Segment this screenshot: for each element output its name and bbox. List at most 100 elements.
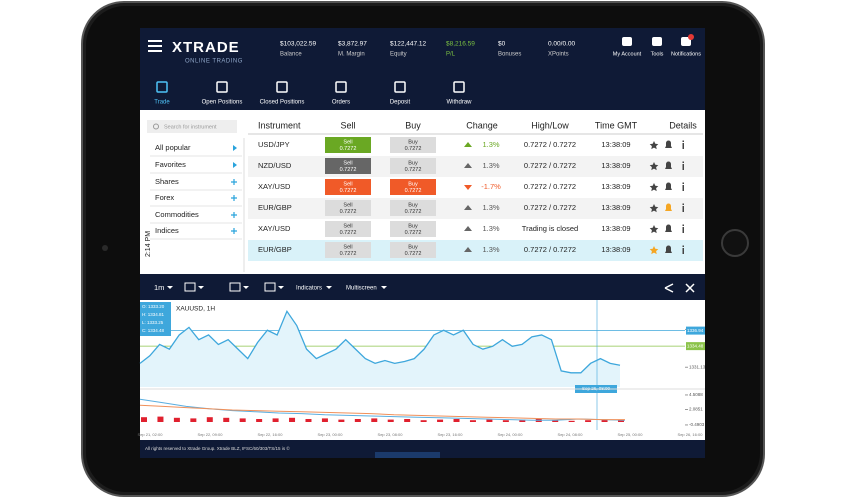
notification-badge — [688, 34, 694, 40]
sell-button[interactable] — [325, 242, 371, 258]
row-bg — [248, 198, 703, 219]
favorite-star[interactable] — [649, 141, 659, 150]
indicator-bar — [256, 419, 263, 422]
fullscreen-icon[interactable] — [685, 283, 695, 293]
column-header: Change — [466, 120, 498, 130]
alert-bell[interactable] — [665, 245, 672, 253]
plus-icon[interactable] — [231, 228, 237, 234]
indicator-tick-label: 2.0851 — [689, 407, 703, 412]
high-low: 0.7272 / 0.7272 — [524, 161, 576, 170]
sell-button[interactable] — [325, 221, 371, 237]
instrument: USD/JPY — [258, 140, 290, 149]
stat-label: Equity — [390, 52, 407, 58]
info-icon[interactable] — [682, 206, 685, 212]
action-label: Notifications — [671, 51, 701, 57]
indicator-bar — [486, 419, 493, 422]
sell-button[interactable] — [325, 179, 371, 195]
plus-icon[interactable] — [231, 179, 237, 185]
indicator-bar — [618, 420, 624, 422]
time: 13:38:09 — [601, 140, 630, 149]
action-icon[interactable] — [652, 37, 662, 46]
indicator-bar — [420, 420, 427, 422]
info-dot — [682, 182, 684, 184]
tool-icon[interactable] — [229, 282, 241, 292]
nav-icon[interactable] — [394, 81, 406, 93]
x-tick-label: Sep 22, 09:00 — [198, 432, 224, 437]
search-box[interactable] — [147, 120, 237, 133]
plus-icon[interactable] — [231, 212, 237, 218]
nav-icon[interactable] — [453, 81, 465, 93]
indicator-bar — [354, 419, 361, 422]
dropdown[interactable] — [381, 286, 387, 289]
indicator-bar — [321, 418, 328, 422]
x-tick-label: Sep 26, 16:00 — [678, 432, 704, 437]
tool-icon[interactable] — [184, 282, 196, 292]
sell-button[interactable] — [325, 158, 371, 174]
buy-button[interactable] — [390, 158, 436, 174]
sell-text: Sell — [343, 181, 352, 187]
indicator-bar — [141, 417, 147, 422]
favorite-star[interactable] — [649, 246, 659, 255]
change: 1.3% — [482, 245, 499, 254]
nav-icon[interactable] — [216, 81, 228, 93]
indicator-bar — [223, 417, 230, 422]
sell-price: 0.7272 — [340, 188, 357, 194]
price-tag-label: 1334.48 — [687, 343, 704, 348]
hamburger[interactable] — [148, 40, 162, 52]
info-dot — [682, 140, 684, 142]
info-icon[interactable] — [682, 143, 685, 149]
alert-bell[interactable] — [665, 203, 672, 212]
category-item: All popular — [155, 143, 191, 152]
change: 1.3% — [482, 203, 499, 212]
stat-label: Balance — [280, 52, 302, 58]
plus-icon[interactable] — [231, 195, 237, 201]
sell-price: 0.7272 — [340, 230, 357, 236]
instrument: EUR/GBP — [258, 203, 292, 212]
nav-icon[interactable] — [335, 81, 347, 93]
home-button[interactable] — [721, 229, 749, 257]
sell-button[interactable] — [325, 200, 371, 216]
indicator-bar — [552, 420, 559, 422]
sell-text: Sell — [343, 202, 352, 208]
buy-button[interactable] — [390, 221, 436, 237]
stat-value: $0 — [498, 41, 506, 48]
dropdown — [278, 286, 284, 289]
alert-bell[interactable] — [665, 140, 672, 149]
dropdown[interactable] — [167, 286, 173, 289]
nav-icon[interactable] — [156, 81, 168, 93]
info-icon[interactable] — [682, 248, 685, 254]
nav-icon[interactable] — [276, 81, 288, 93]
buy-button[interactable] — [390, 137, 436, 153]
expand-arrow[interactable] — [233, 162, 237, 168]
info-icon[interactable] — [682, 164, 685, 170]
buy-button[interactable] — [390, 179, 436, 195]
info-icon[interactable] — [682, 185, 685, 191]
buy-button[interactable] — [390, 242, 436, 258]
action-icon[interactable] — [622, 37, 632, 46]
alert-bell[interactable] — [665, 224, 672, 233]
sell-button[interactable] — [325, 137, 371, 153]
info-icon[interactable] — [682, 227, 685, 233]
buy-text: Buy — [408, 223, 418, 229]
dropdown[interactable] — [326, 286, 332, 289]
indicator-bar — [502, 420, 509, 422]
expand-arrow[interactable] — [233, 145, 237, 151]
share-icon[interactable] — [664, 283, 674, 293]
favorite-star[interactable] — [649, 204, 659, 213]
price-line-series — [139, 309, 621, 374]
action-icon[interactable] — [681, 37, 691, 46]
indicator-bar — [601, 419, 608, 422]
sell-price: 0.7272 — [340, 146, 357, 152]
indicator-bar — [157, 416, 164, 422]
favorite-star[interactable] — [649, 162, 659, 171]
buy-text: Buy — [408, 202, 418, 208]
favorite-star[interactable] — [649, 183, 659, 192]
buy-button[interactable] — [390, 200, 436, 216]
favorite-star[interactable] — [649, 225, 659, 234]
alert-bell[interactable] — [665, 161, 672, 170]
buy-text: Buy — [408, 160, 418, 166]
indicator-tick-label: 4.5088 — [689, 392, 703, 397]
alert-bell[interactable] — [665, 182, 672, 191]
tool-icon[interactable] — [264, 282, 276, 292]
action-label: My Account — [613, 51, 642, 57]
